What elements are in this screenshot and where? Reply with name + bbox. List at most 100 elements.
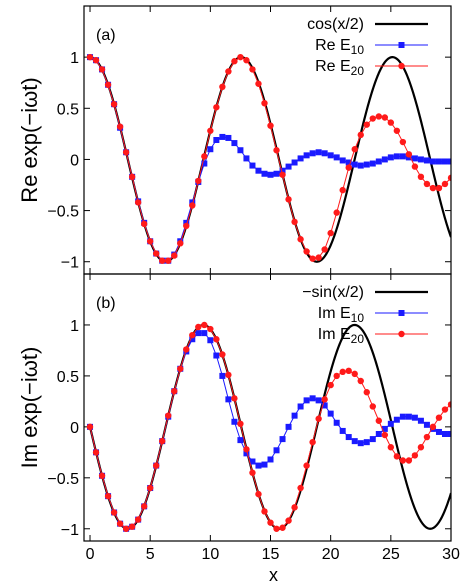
data-point [201,153,208,160]
data-point [297,484,304,492]
data-point [315,415,322,422]
data-point [303,397,310,404]
y-tick-label: 1 [70,318,79,335]
data-point [417,444,425,451]
y-tick-label: −0.5 [47,471,79,488]
data-point [321,150,328,157]
data-point [339,368,346,376]
data-point [363,389,370,396]
data-point [381,156,388,163]
y-tick-label: 0 [70,420,79,437]
y-axis-label: Im exp(−iωt) [17,347,42,469]
data-point [448,158,451,165]
data-point [447,401,451,408]
data-point [315,397,322,404]
data-point [309,438,316,446]
data-point [261,461,268,468]
data-point [261,99,268,107]
data-point [441,430,448,437]
plot-area [86,53,451,264]
data-point [152,462,160,469]
data-point [327,152,334,159]
data-point [369,160,376,167]
data-point [285,423,292,430]
data-point [225,68,232,75]
data-point [165,257,172,264]
data-point [345,434,352,441]
data-point [86,423,94,431]
data-point [243,450,250,457]
data-point [219,351,226,358]
data-point [381,425,388,432]
data-point [291,412,298,419]
data-point [92,449,100,456]
data-point [321,402,328,409]
data-point [327,381,334,389]
data-point [183,346,190,353]
plot-frame [83,273,452,542]
data-point [375,158,382,165]
data-point [435,428,442,435]
data-point [159,437,166,445]
data-point [387,444,395,451]
data-point [351,146,358,153]
data-point [177,365,184,372]
data-point [261,508,268,515]
data-point [291,504,298,511]
data-point [267,122,274,129]
legend-subscript: 20 [351,332,365,346]
data-point [213,104,220,111]
data-point [116,520,124,527]
data-point [369,115,376,122]
data-point [345,367,352,375]
data-point [189,331,196,339]
data-point [225,396,232,403]
data-point [219,83,226,91]
data-point [297,155,304,162]
series-line [89,332,451,530]
data-point [140,220,148,228]
data-point [285,517,292,524]
data-point [369,403,376,410]
legend-label: Im E10 [318,305,365,325]
data-point [219,372,226,379]
series-1 [87,54,451,264]
data-point [207,146,214,153]
data-point [435,184,443,192]
data-point [351,438,358,445]
y-tick-label: −0.5 [47,204,79,221]
data-point [411,414,418,421]
plot-frame [83,5,452,275]
legend-label: cos(x/2) [307,16,364,33]
data-point [357,162,364,169]
legend-label: Re E10 [315,37,364,57]
data-point [423,421,430,428]
data-point [448,430,451,437]
data-point [171,252,178,259]
data-point [363,439,370,446]
data-point [297,236,304,243]
data-point [249,162,256,169]
data-point [327,229,334,237]
data-point [261,170,268,177]
x-tick-label: 10 [201,546,219,563]
data-point [146,238,154,245]
data-point [351,370,358,378]
data-point [309,255,316,262]
data-point [213,137,220,143]
data-point [339,427,346,434]
series-line [89,56,451,263]
data-point [273,147,280,154]
data-point [429,423,437,431]
data-point [195,323,202,331]
x-tick-label: 5 [146,546,155,563]
data-point [423,433,431,441]
data-point [207,337,214,344]
x-tick-label: 20 [322,546,340,563]
data-point [249,66,256,73]
data-point [285,163,292,170]
data-point [207,325,214,333]
data-point [249,469,256,476]
